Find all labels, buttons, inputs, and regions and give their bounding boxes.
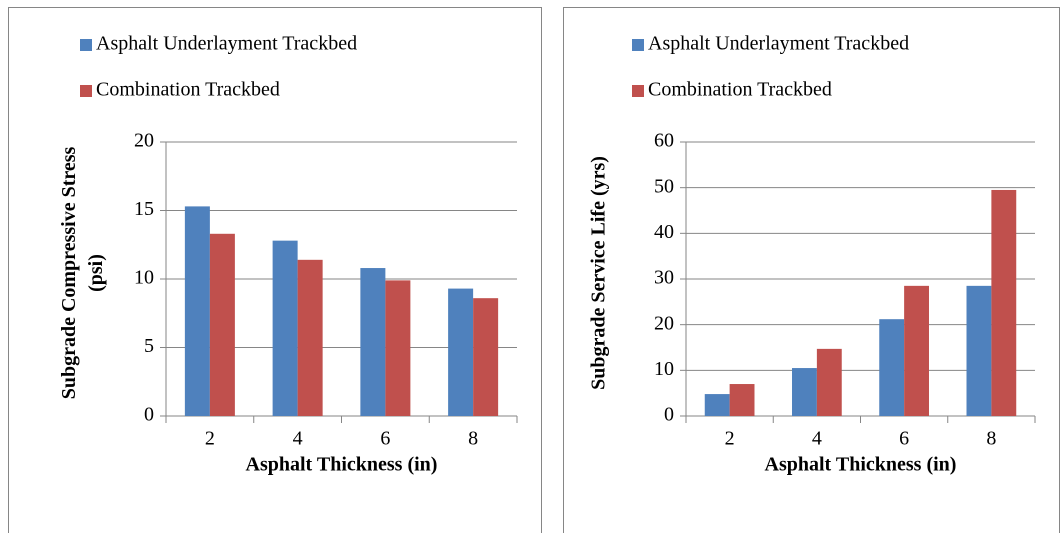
panel-border [563,7,1060,533]
x-tick-label: 8 [986,428,996,450]
bar [816,348,842,416]
bar [729,384,755,416]
x-tick-label: 6 [380,428,390,450]
y-tick-label: 30 [654,267,674,289]
x-axis-label: Asphalt Thickness (in) [246,454,438,476]
legend-label: Asphalt Underlayment Trackbed [648,33,909,55]
bar [792,368,817,416]
bar [704,394,730,416]
bar [966,285,992,416]
y-tick-label: 50 [654,175,674,197]
bar [272,240,298,416]
bar [184,206,210,416]
x-axis-label: Asphalt Thickness (in) [765,454,957,476]
bar [297,259,323,416]
panel-border [8,7,542,533]
x-tick-label: 2 [725,428,735,450]
bar [879,319,905,416]
y-tick-label: 0 [664,404,674,426]
legend-label: Asphalt Underlayment Trackbed [96,33,357,55]
legend-swatch [632,39,644,51]
bar [991,189,1017,416]
y-tick-label: 0 [144,404,154,426]
x-tick-label: 4 [812,428,822,450]
x-tick-label: 8 [468,428,478,450]
y-tick-label: 15 [134,198,154,220]
legend-swatch [80,39,92,51]
legend-label: Combination Trackbed [96,79,280,101]
legend-swatch [632,85,644,97]
y-tick-label: 10 [654,358,674,380]
bar [448,288,474,416]
y-axis-label: Subgrade Service Life (yrs) [588,156,610,390]
y-tick-label: 20 [654,312,674,334]
legend-label: Combination Trackbed [648,79,832,101]
y-tick-label: 20 [134,130,154,152]
x-tick-label: 4 [293,428,303,450]
y-tick-label: 5 [144,335,154,357]
y-axis-label: Subgrade Compressive Stress (psi) [58,146,107,399]
legend-swatch [80,85,92,97]
bar [473,298,499,416]
bar [904,285,929,416]
bar [360,268,386,416]
y-tick-label: 10 [134,267,154,289]
bar [385,280,411,416]
y-tick-label: 40 [654,221,674,243]
x-tick-label: 2 [205,428,215,450]
bar [209,233,235,416]
x-tick-label: 6 [899,428,909,450]
y-tick-label: 60 [654,130,674,152]
